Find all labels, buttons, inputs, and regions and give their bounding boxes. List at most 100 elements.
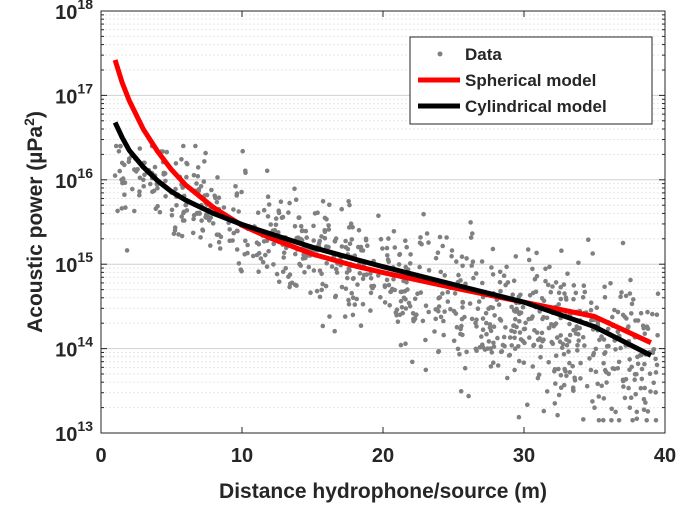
data-point — [311, 238, 317, 243]
data-point — [488, 364, 494, 369]
data-point — [176, 232, 181, 237]
data-point — [602, 351, 607, 357]
data-point — [134, 169, 139, 174]
data-point — [655, 291, 661, 297]
data-point — [642, 361, 647, 367]
data-point — [572, 378, 578, 383]
legend-label-spherical: Spherical model — [465, 71, 596, 90]
data-point — [350, 312, 356, 318]
data-point — [200, 227, 205, 232]
data-point — [398, 342, 404, 348]
data-point — [613, 409, 618, 415]
data-point — [556, 302, 561, 307]
y-tick-exponent: 18 — [77, 0, 93, 12]
data-point — [535, 337, 541, 343]
data-point — [394, 307, 400, 313]
y-tick-base: 10 — [55, 424, 77, 446]
data-point — [562, 291, 567, 296]
data-point — [396, 262, 402, 267]
data-point — [586, 237, 591, 242]
data-point — [386, 282, 392, 288]
data-point — [115, 208, 120, 214]
data-point — [415, 291, 420, 297]
data-point — [234, 247, 240, 252]
data-point — [517, 319, 522, 324]
data-point — [480, 327, 486, 333]
data-point — [392, 287, 398, 293]
data-point — [555, 412, 560, 418]
data-point — [628, 277, 633, 283]
data-point — [417, 264, 422, 270]
data-point — [475, 306, 481, 312]
data-point — [571, 283, 577, 288]
data-point — [124, 248, 130, 253]
data-point — [334, 270, 340, 275]
data-point — [271, 241, 277, 247]
data-point — [327, 314, 332, 319]
data-point — [203, 150, 208, 156]
data-point — [512, 367, 517, 373]
data-point — [201, 179, 207, 184]
data-point — [522, 326, 528, 332]
data-point — [198, 235, 203, 240]
data-point — [408, 252, 413, 257]
data-point — [231, 207, 236, 212]
data-point — [491, 324, 497, 330]
data-point — [616, 359, 622, 365]
data-point — [547, 264, 552, 270]
data-point — [553, 381, 558, 386]
data-point — [567, 321, 572, 327]
data-point — [210, 221, 216, 226]
data-point — [204, 192, 210, 198]
data-point — [169, 207, 175, 213]
data-point — [414, 312, 419, 318]
data-point — [615, 309, 621, 315]
data-point — [627, 367, 632, 373]
data-point — [155, 185, 160, 191]
data-point — [575, 348, 580, 353]
data-point — [474, 317, 479, 323]
data-point — [364, 272, 370, 277]
data-point — [123, 205, 128, 210]
data-point — [360, 276, 366, 282]
data-point — [639, 376, 645, 382]
data-point — [333, 293, 339, 299]
data-point — [505, 375, 510, 381]
data-point — [276, 210, 282, 216]
data-point — [582, 343, 587, 348]
data-point — [163, 194, 168, 199]
data-point — [546, 325, 552, 331]
data-point — [333, 266, 339, 272]
data-point — [442, 273, 448, 278]
data-point — [236, 261, 242, 266]
data-point — [438, 269, 444, 275]
data-point — [126, 156, 132, 161]
data-point — [458, 331, 463, 337]
data-point — [346, 266, 352, 272]
data-point — [654, 312, 660, 318]
data-point — [618, 294, 623, 300]
data-point — [202, 159, 207, 164]
data-point — [137, 189, 142, 194]
data-point — [256, 241, 262, 247]
x-tick-label: 40 — [654, 445, 676, 467]
data-point — [368, 308, 373, 313]
data-point — [608, 281, 613, 286]
data-point — [271, 262, 276, 267]
y-tick-exponent: 16 — [77, 165, 93, 181]
data-point — [621, 384, 626, 389]
data-point — [518, 292, 523, 298]
data-point — [507, 335, 513, 340]
data-point — [541, 314, 546, 320]
data-point — [635, 361, 641, 367]
data-point — [573, 331, 579, 336]
data-point — [314, 288, 320, 294]
data-points — [112, 143, 661, 423]
y-tick-base: 10 — [55, 340, 77, 362]
data-point — [576, 260, 581, 266]
data-point — [384, 245, 390, 251]
data-point — [320, 199, 326, 204]
data-point — [451, 338, 457, 344]
data-point — [486, 339, 492, 344]
data-point — [634, 416, 640, 422]
